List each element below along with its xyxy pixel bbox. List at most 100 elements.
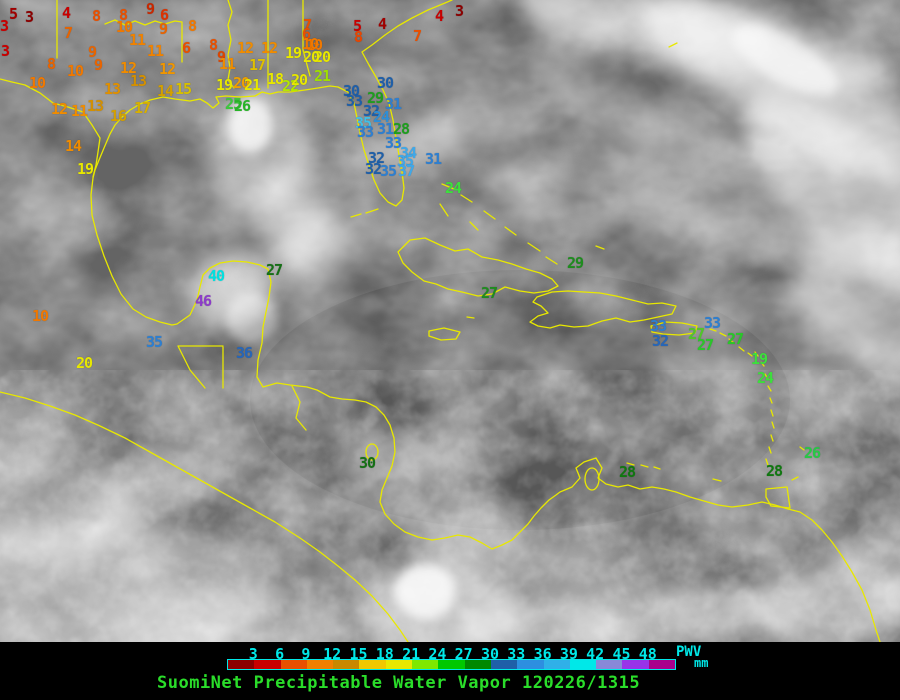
station-pwv-value: 15 bbox=[174, 80, 192, 98]
florida-keys bbox=[350, 208, 379, 218]
station-pwv-value: 6 bbox=[181, 39, 191, 57]
station-pwv-value: 32 bbox=[367, 149, 385, 167]
legend-tick-label: 6 bbox=[275, 645, 285, 663]
pwv-legend: 3 6 9 12 15 18 21 24 27 30 33 36 39 42 45 48 PWV mm Suo… bbox=[0, 642, 900, 700]
station-pwv-value: 11 bbox=[128, 31, 146, 49]
station-pwv-value: 7 bbox=[63, 24, 73, 42]
legend-tick-label: 15 bbox=[349, 645, 368, 663]
station-pwv-value: 24 bbox=[372, 108, 390, 126]
station-pwv-value: 27 bbox=[687, 325, 705, 343]
island-cuba bbox=[397, 237, 559, 297]
satellite-cloud-imagery bbox=[0, 0, 900, 675]
colorbar-segment bbox=[648, 660, 676, 669]
station-pwv-value: 12 bbox=[236, 39, 254, 57]
station-pwv-value: 28 bbox=[392, 120, 410, 138]
station-pwv-value: 7 bbox=[302, 16, 312, 34]
station-pwv-value: 18 bbox=[266, 70, 284, 88]
legend-tick-label: 36 bbox=[533, 645, 552, 663]
station-pwv-value: 20 bbox=[302, 48, 320, 66]
islands-virgin-leeward bbox=[709, 328, 753, 357]
product-title: SuomiNet Precipitable Water Vapor 120226… bbox=[157, 673, 641, 693]
lake-nicaragua bbox=[365, 443, 379, 461]
legend-tick-label: 24 bbox=[428, 645, 447, 663]
station-pwv-value: 13 bbox=[103, 80, 121, 98]
islands-abc-margarita bbox=[626, 462, 722, 482]
coast-gulf-to-southamerica bbox=[90, 96, 881, 643]
station-pwv-value: 34 bbox=[399, 144, 417, 162]
station-pwv-value: 9 bbox=[216, 48, 226, 66]
colorbar-segment bbox=[385, 660, 413, 669]
legend-tick-label: 9 bbox=[301, 645, 311, 663]
colorbar-segment bbox=[306, 660, 334, 669]
colorbar-segment bbox=[228, 660, 255, 669]
station-pwv-value: 25 bbox=[224, 95, 242, 113]
island-hispaniola bbox=[529, 290, 677, 329]
river-rio-grande bbox=[0, 78, 101, 178]
station-pwv-value: 46 bbox=[194, 292, 212, 310]
station-pwv-value: 3 bbox=[0, 17, 9, 35]
islands-lesser-antilles bbox=[754, 351, 805, 466]
station-pwv-value: 11 bbox=[146, 42, 164, 60]
legend-unit-pwv: PWV bbox=[676, 644, 702, 660]
station-pwv-value: 14 bbox=[156, 82, 174, 100]
station-pwv-value: 19 bbox=[284, 44, 302, 62]
station-pwv-value: 17 bbox=[248, 56, 266, 74]
station-pwv-value: 6 bbox=[301, 25, 311, 43]
station-pwv-value: 4 bbox=[61, 4, 71, 22]
station-pwv-value: 8 bbox=[91, 7, 101, 25]
station-pwv-value: 27 bbox=[696, 336, 714, 354]
station-pwv-value: 29 bbox=[366, 89, 384, 107]
station-pwv-value: 35 bbox=[354, 114, 372, 132]
station-pwv-value: 12 bbox=[50, 100, 68, 118]
station-pwv-value: 10 bbox=[66, 62, 84, 80]
legend-colorbar bbox=[227, 659, 676, 670]
station-pwv-value: 4 bbox=[434, 7, 444, 25]
station-pwv-value: 30 bbox=[358, 454, 376, 472]
station-pwv-value: 30 bbox=[376, 74, 394, 92]
station-pwv-value: 30 bbox=[342, 82, 360, 100]
colorbar-segment bbox=[569, 660, 597, 669]
station-pwv-value: 8 bbox=[208, 36, 218, 54]
colorbar-segment bbox=[464, 660, 491, 669]
legend-tick-label: 3 bbox=[248, 645, 258, 663]
station-pwv-value: 10 bbox=[28, 74, 46, 92]
station-pwv-value: 24 bbox=[444, 179, 462, 197]
coastlines bbox=[0, 0, 881, 643]
legend-tick-label: 21 bbox=[402, 645, 421, 663]
station-pwv-value: 31 bbox=[376, 120, 394, 138]
legend-tick-label: 30 bbox=[480, 645, 500, 663]
legend-tick-label: 27 bbox=[454, 645, 473, 663]
station-pwv-value: 4 bbox=[377, 15, 387, 33]
station-pwv-value: 27 bbox=[480, 284, 498, 302]
legend-tick-label: 45 bbox=[612, 645, 631, 663]
station-pwv-value: 10 bbox=[301, 35, 319, 53]
station-pwv-value: 10 bbox=[31, 307, 49, 325]
station-pwv-value: 33 bbox=[345, 92, 363, 110]
station-pwv-value: 33 bbox=[384, 134, 402, 152]
station-pwv-value: 5 bbox=[352, 17, 362, 35]
island-trinidad bbox=[765, 476, 799, 509]
station-pwv-value: 12 bbox=[158, 60, 176, 78]
station-pwv-value: 28 bbox=[765, 462, 783, 480]
station-pwv-value: 28 bbox=[618, 463, 636, 481]
legend-tick-label: 48 bbox=[638, 645, 657, 663]
station-pwv-value: 10 bbox=[305, 36, 323, 54]
station-pwv-value: 40 bbox=[207, 267, 225, 285]
station-pwv-value: 33 bbox=[649, 317, 667, 335]
colorbar-segment bbox=[254, 660, 281, 669]
legend-tick-label: 18 bbox=[375, 645, 394, 663]
colorbar-segment bbox=[333, 660, 360, 669]
colorbar-segment bbox=[596, 660, 623, 669]
legend-tick-label: 33 bbox=[507, 645, 526, 663]
station-pwv-value: 16 bbox=[109, 107, 127, 125]
colorbar-segment bbox=[490, 660, 518, 669]
station-pwv-value: 14 bbox=[64, 137, 82, 155]
station-pwv-value: 26 bbox=[803, 444, 821, 462]
station-pwv-value: 9 bbox=[158, 20, 168, 38]
colorbar-segment bbox=[412, 660, 439, 669]
station-pwv-value: 8 bbox=[118, 6, 128, 24]
colorbar-segment bbox=[543, 660, 570, 669]
station-pwv-value: 35 bbox=[379, 162, 397, 180]
station-pwv-value: 32 bbox=[651, 332, 669, 350]
